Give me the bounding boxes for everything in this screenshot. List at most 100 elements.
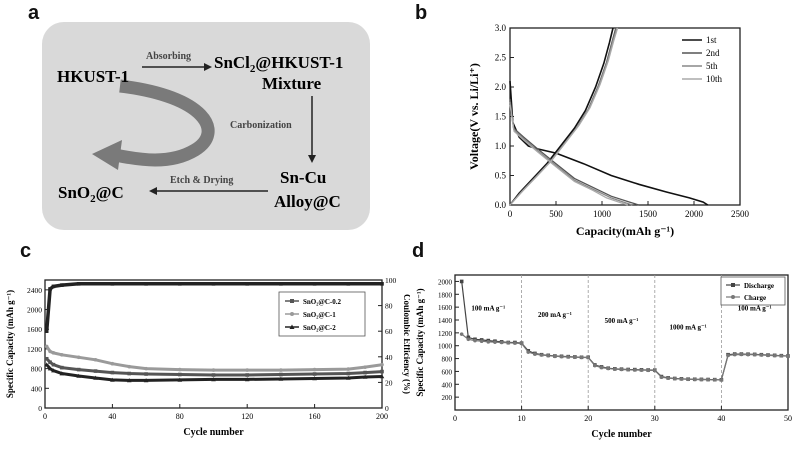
series-point	[60, 365, 64, 370]
series-point	[619, 367, 624, 372]
series-point	[712, 378, 717, 382]
series-point	[493, 340, 497, 344]
y-axis-label: Specific Capacity (mAh g⁻¹)	[415, 288, 425, 396]
y-tick-label: 3.0	[495, 23, 507, 33]
series-point	[346, 367, 351, 371]
series-point	[772, 353, 777, 358]
y-tick-label: 2000	[438, 278, 453, 286]
efficiency-point	[48, 287, 52, 291]
y-tick-label: 200	[442, 394, 453, 402]
series-point	[526, 350, 531, 354]
series-point	[346, 375, 351, 380]
efficiency-point	[76, 282, 81, 286]
series-point	[692, 377, 697, 382]
carbonization-curved-arrow	[113, 79, 215, 167]
alloy-at-c-label: Alloy@C	[274, 192, 341, 211]
series-point	[593, 363, 597, 368]
hkust-1-label: HKUST-1	[57, 67, 129, 86]
series-point	[566, 355, 571, 359]
y-tick-label: 1200	[27, 345, 42, 354]
absorbing-label: Absorbing	[146, 51, 191, 62]
series-point	[110, 377, 115, 382]
series-point	[363, 370, 367, 375]
series-point	[144, 372, 148, 376]
efficiency-point	[51, 284, 56, 289]
efficiency-point	[245, 282, 249, 286]
y-tick-label: 2400	[27, 286, 42, 295]
y-tick-label: 1800	[438, 291, 453, 299]
y-tick-label: 1.5	[495, 112, 507, 122]
y-tick-label: 1600	[27, 325, 42, 334]
series-point	[719, 378, 724, 382]
series-1st-charge-line	[509, 27, 614, 206]
series-point	[362, 374, 368, 379]
series-point	[706, 377, 710, 382]
y-tick-label: 2000	[27, 306, 42, 315]
y-tick-label: 1600	[438, 304, 453, 312]
series-point	[93, 369, 98, 373]
y-tick-label: 800	[442, 356, 453, 364]
series-point	[606, 366, 610, 371]
series-point	[459, 332, 464, 336]
efficiency-point	[44, 329, 49, 333]
series-point	[739, 352, 744, 357]
series-point	[613, 367, 617, 371]
series-point	[380, 362, 384, 367]
series-point	[177, 377, 183, 382]
series-point	[646, 368, 650, 373]
series-point	[659, 375, 664, 380]
series-point	[546, 353, 551, 358]
y2-tick-label: 40	[385, 353, 393, 362]
series-point	[779, 354, 784, 358]
series-10th-charge-line	[509, 27, 619, 206]
y2-tick-label: 20	[385, 378, 393, 387]
efficiency-point	[178, 282, 182, 286]
etch-arrow-head	[149, 187, 157, 195]
series-point	[144, 366, 148, 371]
y-tick-label: 1.0	[495, 141, 507, 151]
series-point	[178, 367, 182, 372]
x-tick-label: 0	[43, 412, 47, 421]
y2-tick-label: 60	[385, 327, 393, 336]
legend-label: Discharge	[744, 282, 774, 290]
series-point	[380, 369, 384, 374]
legend-label: 10th	[706, 74, 723, 84]
series-2nd-discharge-line	[509, 98, 639, 206]
x-tick-label: 80	[176, 412, 184, 421]
series-point	[245, 368, 249, 372]
series-point	[178, 372, 182, 377]
series-point	[599, 365, 604, 370]
panel-letter-d: d	[412, 240, 425, 262]
series-point	[60, 353, 64, 357]
legend-label: 2nd	[706, 48, 720, 58]
series-point	[746, 352, 750, 357]
x-tick-label: 40	[717, 414, 725, 423]
legend-label: 5th	[706, 61, 718, 71]
legend-marker	[290, 312, 294, 316]
series-point	[699, 377, 704, 382]
panel-letter-b: b	[415, 2, 428, 24]
series-point	[48, 349, 52, 354]
series-1st-discharge-line	[509, 81, 709, 206]
series-point	[679, 377, 684, 381]
series-point	[76, 367, 81, 372]
series-point	[639, 368, 644, 372]
series-point	[672, 376, 677, 381]
series-point	[110, 370, 115, 375]
series-point	[499, 340, 504, 345]
series-2nd-charge-line	[509, 27, 617, 206]
series-point	[44, 344, 49, 349]
series-point	[51, 368, 56, 373]
series-point	[127, 364, 132, 369]
series-point	[513, 341, 517, 345]
x-axis-label: Cycle number	[591, 429, 652, 440]
chart-d-rate-capability: 0 10 20 30 40 50 200 400 600 800 1000 1200 1400 1600 1…	[415, 274, 792, 440]
x-tick-label: 1000	[593, 209, 612, 219]
series-point	[506, 341, 511, 345]
carbonization-label: Carbonization	[230, 120, 292, 131]
y-axis-label: Specific Capacity (mAh g⁻¹)	[5, 290, 15, 398]
series-point	[51, 362, 56, 367]
sn-cu-label: Sn-Cu	[280, 168, 326, 187]
legend-label: SnO₂@C-2	[303, 324, 336, 332]
series-point	[76, 373, 81, 378]
